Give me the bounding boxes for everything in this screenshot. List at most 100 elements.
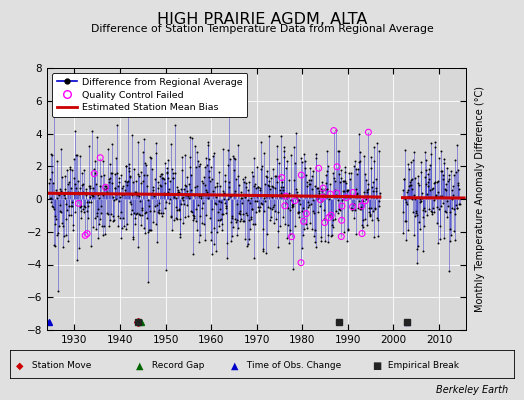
Point bbox=[142, 208, 150, 215]
Point bbox=[161, 180, 170, 186]
Text: ▲: ▲ bbox=[136, 361, 144, 371]
Text: Berkeley Earth: Berkeley Earth bbox=[436, 385, 508, 395]
Point bbox=[265, 133, 273, 139]
Point bbox=[255, 208, 263, 214]
Point bbox=[416, 225, 424, 232]
Point bbox=[255, 185, 264, 191]
Point bbox=[67, 185, 75, 191]
Point bbox=[250, 155, 258, 161]
Point bbox=[410, 232, 419, 238]
Point bbox=[299, 205, 307, 212]
Point bbox=[160, 159, 169, 166]
Point bbox=[83, 230, 91, 237]
Point bbox=[86, 243, 95, 250]
Point bbox=[194, 202, 202, 208]
Point bbox=[452, 202, 460, 208]
Point bbox=[246, 226, 254, 232]
Point bbox=[191, 184, 199, 190]
Point bbox=[257, 139, 265, 145]
Point bbox=[371, 206, 379, 212]
Point bbox=[285, 190, 293, 197]
Point bbox=[91, 158, 100, 164]
Point bbox=[144, 228, 152, 235]
Point bbox=[277, 184, 285, 191]
Point bbox=[329, 169, 337, 176]
Point bbox=[282, 165, 290, 172]
Point bbox=[266, 217, 275, 224]
Point bbox=[329, 216, 337, 223]
Point bbox=[409, 209, 418, 215]
Point bbox=[183, 192, 192, 199]
Point bbox=[308, 186, 316, 192]
Point bbox=[428, 209, 436, 216]
Point bbox=[111, 170, 119, 177]
Point bbox=[175, 188, 183, 195]
Point bbox=[89, 193, 97, 199]
Point bbox=[266, 186, 274, 192]
Point bbox=[210, 241, 219, 248]
Point bbox=[116, 215, 124, 222]
Point bbox=[183, 188, 191, 195]
Point bbox=[321, 219, 329, 226]
Point bbox=[448, 187, 456, 193]
Point bbox=[82, 186, 90, 192]
Point bbox=[439, 199, 447, 206]
Point bbox=[255, 206, 264, 213]
Point bbox=[103, 185, 112, 191]
Point bbox=[120, 223, 128, 229]
Point bbox=[216, 182, 224, 189]
Point bbox=[402, 189, 411, 195]
Point bbox=[404, 227, 412, 233]
Point bbox=[450, 206, 458, 212]
Point bbox=[354, 205, 363, 211]
Point bbox=[338, 197, 346, 203]
Point bbox=[436, 236, 444, 242]
Point bbox=[82, 192, 91, 198]
Point bbox=[171, 195, 180, 201]
Point bbox=[134, 138, 142, 145]
Point bbox=[302, 210, 310, 217]
Point bbox=[75, 245, 83, 251]
Point bbox=[248, 173, 257, 179]
Point bbox=[415, 219, 423, 225]
Point bbox=[447, 168, 455, 175]
Point bbox=[124, 178, 132, 184]
Point bbox=[58, 174, 67, 180]
Point bbox=[373, 215, 381, 222]
Point bbox=[278, 186, 287, 193]
Point bbox=[328, 222, 336, 228]
Point bbox=[243, 212, 251, 219]
Point bbox=[114, 183, 123, 190]
Point bbox=[72, 152, 80, 158]
Point bbox=[199, 180, 208, 186]
Point bbox=[326, 212, 334, 218]
Point bbox=[119, 215, 127, 222]
Point bbox=[323, 163, 332, 169]
Point bbox=[192, 206, 200, 212]
Point bbox=[425, 162, 434, 168]
Point bbox=[262, 193, 270, 200]
Point bbox=[268, 206, 276, 213]
Point bbox=[253, 193, 261, 199]
Point bbox=[345, 176, 354, 182]
Point bbox=[449, 228, 457, 235]
Point bbox=[213, 179, 221, 186]
Point bbox=[246, 214, 255, 220]
Point bbox=[318, 188, 326, 194]
Point bbox=[158, 174, 166, 181]
Point bbox=[98, 190, 106, 196]
Point bbox=[155, 207, 163, 213]
Point bbox=[180, 214, 189, 220]
Point bbox=[318, 178, 326, 185]
Point bbox=[114, 223, 122, 229]
Point bbox=[154, 184, 162, 191]
Point bbox=[251, 181, 259, 188]
Point bbox=[361, 171, 369, 177]
Point bbox=[57, 188, 66, 195]
Point bbox=[121, 178, 129, 184]
Point bbox=[151, 191, 159, 198]
Point bbox=[362, 177, 370, 183]
Point bbox=[47, 199, 56, 205]
Point bbox=[399, 209, 407, 215]
Point bbox=[265, 183, 274, 189]
